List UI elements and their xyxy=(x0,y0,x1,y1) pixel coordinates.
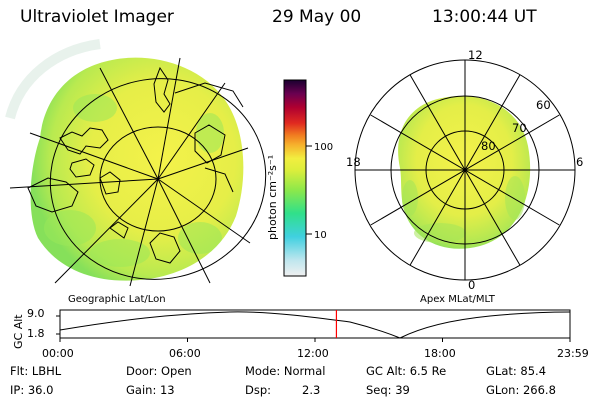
intensity-colorbar: 100 10 photon cm⁻²s⁻¹ xyxy=(266,79,333,277)
dsp-value: 2.3 xyxy=(302,383,321,397)
colorbar-scale xyxy=(283,79,307,277)
timeline-xtick-1200: 12:00 xyxy=(297,347,329,360)
left-limb-haze xyxy=(5,39,101,120)
ip-readout: IP: 36.0 xyxy=(10,383,54,397)
time-label: 13:00:44 UT xyxy=(432,7,537,27)
door-readout: Door: Open xyxy=(126,364,192,378)
mlt-label-6: 6 xyxy=(576,155,583,169)
mode-readout: Mode: Normal xyxy=(245,364,326,378)
mlt-label-18: 18 xyxy=(346,155,361,169)
timeline-xtick-0000: 00:00 xyxy=(42,347,74,360)
right-emission-patches xyxy=(402,176,525,243)
mlt-label-0: 0 xyxy=(468,278,475,292)
mlat-label-80: 80 xyxy=(481,139,496,153)
left-panel-caption: Geographic Lat/Lon xyxy=(68,294,166,305)
magnetic-auroral-image: 12 18 6 0 60 70 80 xyxy=(346,48,583,292)
timeline-frame xyxy=(59,309,571,339)
gain-readout: Gain: 13 xyxy=(126,383,175,397)
coastlines xyxy=(27,66,244,264)
mlat-label-60: 60 xyxy=(536,98,551,112)
timeline-xtick-2359: 23:59 xyxy=(557,347,589,360)
mlat-label-70: 70 xyxy=(512,121,527,135)
left-emission-patches xyxy=(44,94,224,267)
timeline-xtick-1800: 18:00 xyxy=(424,347,456,360)
instrument-title: Ultraviolet Imager xyxy=(20,7,174,27)
timeline-xticks xyxy=(59,338,571,342)
timeline-ytick-low: 1.8 xyxy=(27,327,45,340)
right-panel-caption: Apex MLat/MLT xyxy=(420,294,495,305)
glon-readout: GLon: 266.8 xyxy=(486,383,556,397)
timeline-ytick-high: 9.0 xyxy=(27,307,45,320)
altitude-curve xyxy=(59,311,571,339)
glat-readout: GLat: 85.4 xyxy=(486,364,547,378)
mlat-mlt-grid xyxy=(354,59,576,281)
colorbar-tick-label-10: 10 xyxy=(314,230,327,241)
colorbar-unit-label: photon cm⁻²s⁻¹ xyxy=(266,155,279,240)
geographic-auroral-image xyxy=(5,39,267,287)
dsp-label: Dsp: xyxy=(245,383,272,397)
seq-readout: Seq: 39 xyxy=(366,383,410,397)
mlt-label-12: 12 xyxy=(468,48,483,62)
timeline-xtick-0600: 06:00 xyxy=(169,347,201,360)
colorbar-tick-label-100: 100 xyxy=(314,142,333,153)
date-label: 29 May 00 xyxy=(272,7,362,27)
filter-readout: Flt: LBHL xyxy=(10,364,62,378)
orbit-timeline: GC Alt 9.0 1.8 00:00 06:00 12:00 18:00 2… xyxy=(12,307,589,360)
gc-alt-readout: GC Alt: 6.5 Re xyxy=(366,364,447,378)
timeline-ylabel: GC Alt xyxy=(12,314,25,349)
